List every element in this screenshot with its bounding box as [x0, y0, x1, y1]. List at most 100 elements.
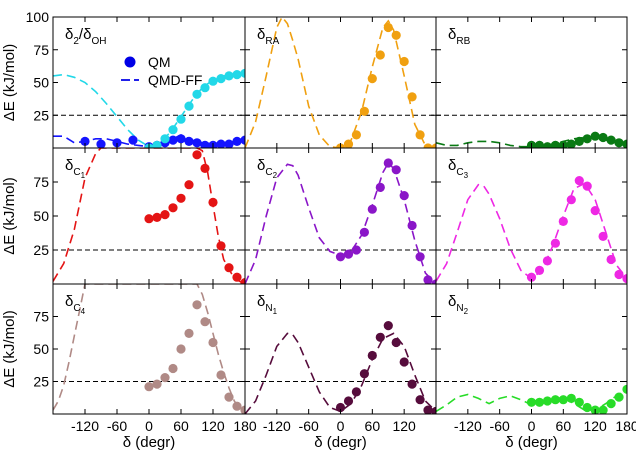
data-point-qm	[598, 132, 608, 143]
panel-1: δRA	[244, 16, 437, 149]
data-point-qm	[534, 265, 545, 275]
data-point-qm	[216, 139, 226, 148]
data-point-qm	[614, 269, 624, 280]
data-point-qm	[391, 30, 401, 40]
y-tick-label: 75	[33, 174, 49, 190]
data-point-qm	[112, 138, 122, 148]
panel-title: δN1	[257, 293, 278, 316]
data-point-qm	[144, 214, 154, 224]
panel-title-base: δ	[448, 157, 456, 174]
panel-title-sub: C	[456, 167, 463, 178]
data-point-qm	[550, 238, 561, 248]
data-point-qm	[343, 249, 354, 259]
data-point-qm	[606, 254, 616, 265]
data-point-qm	[582, 181, 592, 191]
data-point-qm	[375, 50, 385, 60]
data-point-qm	[558, 395, 568, 405]
panel-4: δC2	[244, 147, 437, 285]
data-point-qm	[431, 279, 436, 284]
data-point-qm	[582, 134, 592, 144]
panel-title-subsub: 2	[273, 171, 278, 180]
panel-title-sub: C	[73, 303, 80, 314]
data-point-qm	[335, 402, 346, 413]
data-point-qm	[351, 245, 361, 255]
panel-frame	[244, 283, 437, 415]
x-tick-label: -60	[107, 418, 127, 434]
y-tick-label: 25	[33, 374, 49, 390]
data-point-qm	[375, 332, 385, 342]
data-point-qm	[407, 92, 417, 102]
x-tick-label: -120	[454, 418, 482, 434]
panel-plot	[436, 176, 627, 284]
data-point-qm	[526, 397, 537, 407]
x-tick-label: -60	[299, 418, 319, 434]
data-point-qm	[542, 142, 552, 148]
data-point-qm	[192, 89, 202, 99]
data-point-qm	[367, 204, 377, 214]
panel-title: δRA	[257, 26, 280, 47]
data-point-qm	[399, 56, 409, 67]
data-point-qm	[184, 101, 194, 111]
data-point-qm	[606, 399, 616, 409]
data-point-qm	[415, 252, 425, 262]
panel-0: δ2/δOH	[52, 16, 246, 149]
data-point-qm	[240, 135, 245, 145]
data-point-qm	[168, 125, 178, 135]
data-point-qm	[399, 191, 409, 201]
data-point-qm	[590, 131, 600, 141]
data-point-qm	[240, 405, 245, 414]
x-tick-label: 0	[337, 418, 345, 434]
panel-title: δ2/δOH	[65, 26, 106, 47]
data-point-qm	[383, 158, 393, 168]
data-point-qm	[622, 274, 627, 284]
x-tick-label: 120	[201, 418, 225, 434]
data-point-qm	[606, 135, 616, 145]
data-point-qm	[192, 300, 202, 310]
data-point-qm	[184, 328, 194, 338]
panel-title-sub: C	[265, 167, 272, 178]
panel-title-base: δ	[448, 293, 456, 310]
data-point-qm	[200, 83, 210, 93]
data-point-qm	[534, 397, 545, 407]
data-point-qm	[407, 379, 417, 389]
data-point-qm	[176, 114, 186, 124]
data-point-qm	[208, 76, 218, 86]
x-tick-label: 60	[556, 418, 572, 434]
data-point-qm	[224, 392, 234, 402]
data-point-qm	[622, 384, 627, 394]
data-point-qm	[391, 337, 401, 348]
data-point-qm	[168, 363, 178, 374]
y-tick-label: 50	[33, 75, 49, 91]
panel-title: δC1	[65, 157, 86, 180]
y-tick-label: 75	[33, 309, 49, 325]
panel-plot	[436, 131, 627, 148]
panel-title-sub: N	[265, 303, 272, 314]
panel-title-subsub: 4	[81, 307, 86, 316]
panel-title-sub: 2	[73, 36, 79, 47]
x-tick-label: 0	[145, 418, 153, 434]
x-tick-label: 60	[173, 418, 189, 434]
data-point-qm	[367, 350, 377, 361]
series-line-qmd-ff	[53, 73, 245, 148]
y-axis-label: ΔE (kJ/mol)	[1, 310, 18, 388]
data-point-qm	[184, 180, 194, 190]
data-point-qm	[566, 139, 576, 148]
data-point-qm	[240, 278, 245, 284]
data-point-qm	[176, 344, 186, 354]
data-point-qm	[598, 405, 608, 414]
data-point-qm	[232, 136, 242, 146]
panel-title: δC2	[257, 157, 278, 180]
panel-title-base: δ	[257, 157, 265, 174]
data-point-qm	[343, 139, 354, 148]
data-point-qm	[200, 163, 210, 173]
panel-plot	[436, 384, 627, 414]
data-point-qm	[550, 140, 560, 148]
x-tick-label: -60	[490, 418, 510, 434]
y-tick-label: 25	[33, 242, 49, 258]
panel-title-base: δ	[257, 26, 265, 43]
series-line-qmd-ff	[245, 161, 436, 284]
data-point-qm	[208, 337, 218, 348]
data-point-qm	[598, 231, 608, 241]
data-point-qm	[168, 203, 178, 213]
x-tick-label: 180	[615, 418, 636, 434]
